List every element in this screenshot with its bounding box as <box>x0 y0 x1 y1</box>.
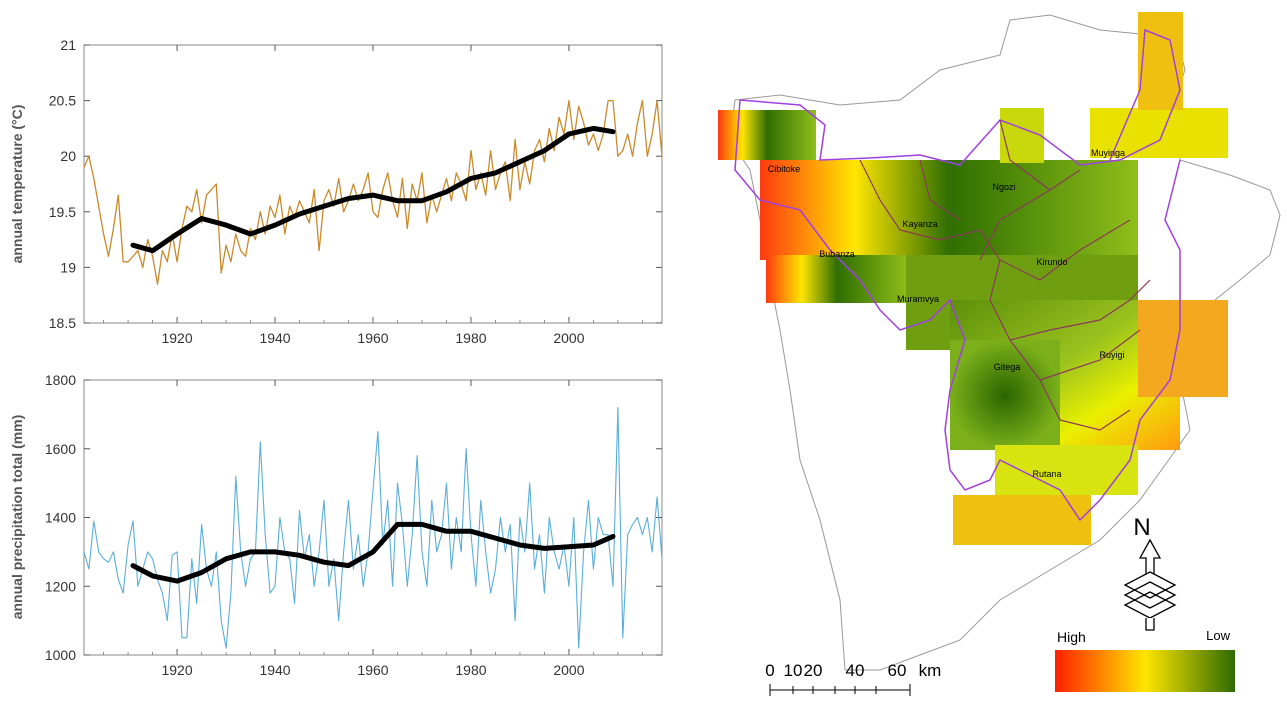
legend-low-label: Low <box>1206 628 1230 643</box>
map-cell <box>718 110 816 160</box>
precipitation-x-tick-label: 1980 <box>455 662 486 678</box>
precipitation-x-tick-label: 1940 <box>259 662 290 678</box>
province-boundary <box>919 119 1141 431</box>
scale-label-0: 0 <box>765 661 774 680</box>
temperature-x-tick-label: 1980 <box>455 330 486 346</box>
map-cell <box>766 255 908 303</box>
province-label-gitega: Gitega <box>994 362 1021 372</box>
north-arrow-icon: N <box>1123 514 1177 631</box>
scale-label-unit: km <box>919 661 942 680</box>
province-label-kayanza: Kayanza <box>902 219 937 229</box>
temperature-y-tick-label: 20.5 <box>49 93 76 109</box>
province-label-muyinga: Muyinga <box>1091 148 1125 158</box>
color-legend: High Low <box>1055 628 1235 692</box>
temperature-x-tick-label: 1940 <box>259 330 290 346</box>
map-cell <box>1090 108 1228 158</box>
precipitation-series-smoothed-line <box>130 521 616 584</box>
scale-label-20: 20 <box>804 661 823 680</box>
map-cell <box>953 495 1091 545</box>
temperature-y-tick-label: 19.5 <box>49 204 76 220</box>
precipitation-chart: annual precipitation total (mm) 1920 1940… <box>9 372 663 678</box>
precipitation-x-tick-label: 1960 <box>357 662 388 678</box>
precipitation-x-tick-label: 2000 <box>553 662 584 678</box>
scale-label-10: 10 <box>784 661 803 680</box>
temperature-x-tick-label: 1960 <box>357 330 388 346</box>
map-cell <box>950 340 1060 450</box>
temperature-x-tick-label: 2000 <box>553 330 584 346</box>
map-cell <box>1000 108 1044 163</box>
legend-color-bar <box>1055 650 1235 692</box>
map-cell <box>760 160 1138 260</box>
rainfall-trend-map: Cibitoke Ngozi Muyinga Kayanza Bubanza K… <box>718 12 1281 696</box>
precipitation-y-tick-label: 1600 <box>45 441 76 457</box>
map-cell <box>1138 12 1183 110</box>
temperature-series-smoothed-line <box>130 125 616 254</box>
precipitation-y-tick-label: 1400 <box>45 510 76 526</box>
north-label: N <box>1133 514 1150 541</box>
legend-high-label: High <box>1057 629 1086 645</box>
province-boundary <box>734 99 1181 522</box>
temperature-y-tick-label: 21 <box>60 37 76 53</box>
scale-label-40: 40 <box>846 661 865 680</box>
map-cell <box>995 445 1138 495</box>
province-label-bubanza: Bubanza <box>819 249 855 259</box>
province-boundary <box>739 28 1181 166</box>
temperature-chart: annual temperature (°C) 1920 1940 1960 1980… <box>9 37 663 346</box>
province-boundary <box>859 159 1151 341</box>
precipitation-y-tick-label: 1000 <box>45 647 76 663</box>
province-label-ngozi: Ngozi <box>992 182 1015 192</box>
precipitation-y-label: annual precipitation total (mm) <box>9 415 25 620</box>
scale-label-60: 60 <box>888 661 907 680</box>
province-label-muramvya: Muramvya <box>897 294 939 304</box>
temperature-y-tick-label: 18.5 <box>49 315 76 331</box>
precipitation-x-tick-label: 1920 <box>161 662 192 678</box>
temperature-y-tick-label: 20 <box>60 148 76 164</box>
province-label-ruyigi: Ruyigi <box>1099 350 1124 360</box>
temperature-y-tick-label: 19 <box>60 259 76 275</box>
precipitation-y-tick-label: 1800 <box>45 372 76 388</box>
province-label-cibitoke: Cibitoke <box>768 164 801 174</box>
precipitation-y-tick-label: 1200 <box>45 578 76 594</box>
province-label-kirundo: Kirundo <box>1036 257 1067 267</box>
scale-bar: 0 10 20 40 60 km <box>765 661 941 696</box>
precipitation-plot-frame <box>83 379 663 656</box>
temperature-series-annual-line <box>83 99 663 285</box>
map-cell <box>1138 300 1228 397</box>
precipitation-series-annual-line <box>83 406 663 649</box>
province-label-rutana: Rutana <box>1032 469 1061 479</box>
temperature-x-tick-label: 1920 <box>161 330 192 346</box>
temperature-plot-frame <box>83 44 663 324</box>
temperature-y-label: annual temperature (°C) <box>9 105 25 264</box>
